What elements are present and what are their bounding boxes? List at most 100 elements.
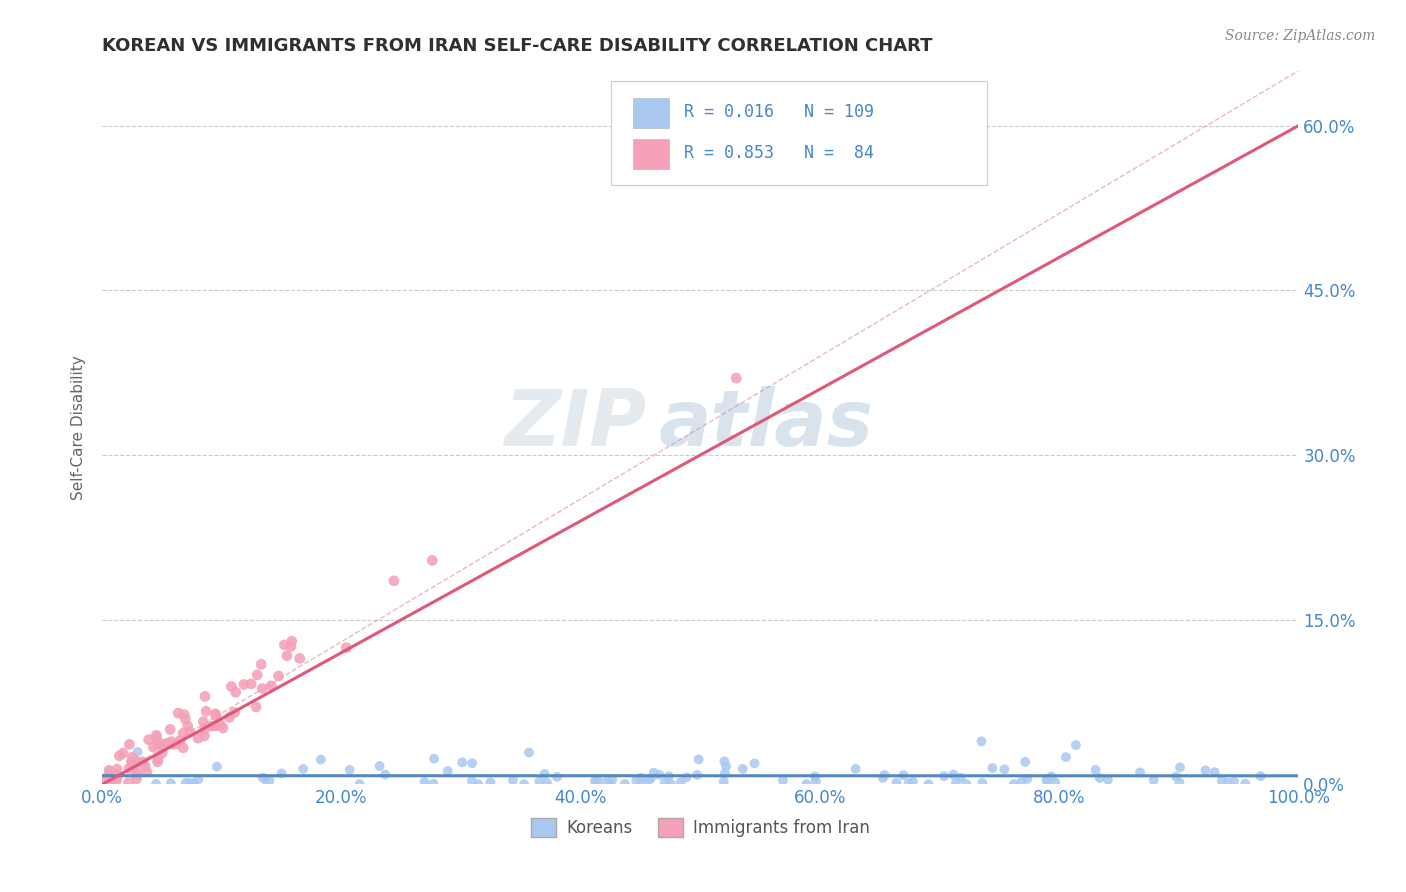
Point [1216, 776, 1239, 790]
Point [533, 767, 555, 781]
Point [640, 772, 662, 786]
Point [165, 737, 187, 751]
Point [212, 721, 235, 735]
Point [270, 766, 292, 780]
Point [150, 746, 173, 760]
Point [125, 768, 148, 782]
Text: R = 0.016   N = 109: R = 0.016 N = 109 [683, 103, 873, 121]
Point [121, 750, 143, 764]
Point [146, 755, 169, 769]
Point [121, 756, 143, 770]
Point [713, 755, 735, 769]
Point [128, 756, 150, 770]
Point [108, 748, 131, 763]
Point [1097, 772, 1119, 787]
Point [224, 706, 246, 720]
Point [630, 776, 652, 790]
Point [174, 712, 197, 726]
Point [240, 677, 263, 691]
Point [1014, 755, 1036, 769]
Point [145, 730, 167, 744]
Point [658, 769, 681, 783]
Point [897, 776, 920, 790]
Point [688, 752, 710, 766]
Legend: Koreans, Immigrants from Iran: Koreans, Immigrants from Iran [524, 812, 876, 844]
Point [744, 756, 766, 771]
Text: atlas: atlas [658, 386, 873, 462]
Point [167, 706, 190, 720]
Point [339, 763, 361, 777]
Point [173, 707, 195, 722]
Point [804, 770, 827, 784]
Point [586, 772, 609, 786]
Point [145, 728, 167, 742]
Point [949, 771, 972, 785]
Point [204, 706, 226, 721]
Point [413, 775, 436, 789]
Point [1010, 775, 1032, 789]
Point [146, 737, 169, 751]
Point [172, 740, 194, 755]
Point [654, 775, 676, 789]
Point [981, 761, 1004, 775]
Point [1194, 764, 1216, 778]
Point [193, 723, 215, 737]
FancyBboxPatch shape [633, 138, 669, 169]
Point [1211, 773, 1233, 788]
Point [245, 700, 267, 714]
Point [467, 777, 489, 791]
Point [714, 759, 737, 773]
Point [156, 736, 179, 750]
Point [121, 755, 143, 769]
Point [179, 776, 201, 790]
Point [873, 768, 896, 782]
Point [932, 769, 955, 783]
Point [193, 714, 215, 729]
Point [1054, 750, 1077, 764]
Point [772, 773, 794, 788]
Point [193, 729, 215, 743]
Point [105, 767, 128, 781]
Point [901, 774, 924, 789]
Point [725, 371, 748, 385]
Point [502, 773, 524, 788]
Text: ZIP: ZIP [505, 386, 647, 462]
Point [225, 685, 247, 699]
Point [349, 777, 371, 791]
Point [368, 759, 391, 773]
Point [1234, 777, 1257, 791]
Point [127, 745, 149, 759]
Point [479, 775, 502, 789]
Text: Source: ZipAtlas.com: Source: ZipAtlas.com [1225, 29, 1375, 43]
Point [335, 640, 357, 655]
Point [280, 640, 302, 654]
Point [648, 768, 671, 782]
Point [260, 679, 283, 693]
Point [1002, 777, 1025, 791]
Point [105, 762, 128, 776]
Point [252, 771, 274, 785]
Point [146, 752, 169, 766]
Point [134, 759, 156, 773]
Point [172, 726, 194, 740]
Point [686, 768, 709, 782]
Point [586, 776, 609, 790]
Point [104, 767, 127, 781]
Point [103, 767, 125, 781]
Point [176, 719, 198, 733]
Point [600, 772, 623, 787]
Point [1064, 738, 1087, 752]
Point [205, 760, 228, 774]
Point [796, 777, 818, 791]
Point [200, 719, 222, 733]
Point [595, 775, 617, 789]
Point [97, 771, 120, 785]
Point [205, 719, 228, 733]
Point [117, 775, 139, 789]
Point [713, 774, 735, 789]
Point [1040, 769, 1063, 783]
Point [513, 777, 536, 791]
Point [1088, 771, 1111, 785]
Point [292, 762, 315, 776]
Point [132, 755, 155, 769]
